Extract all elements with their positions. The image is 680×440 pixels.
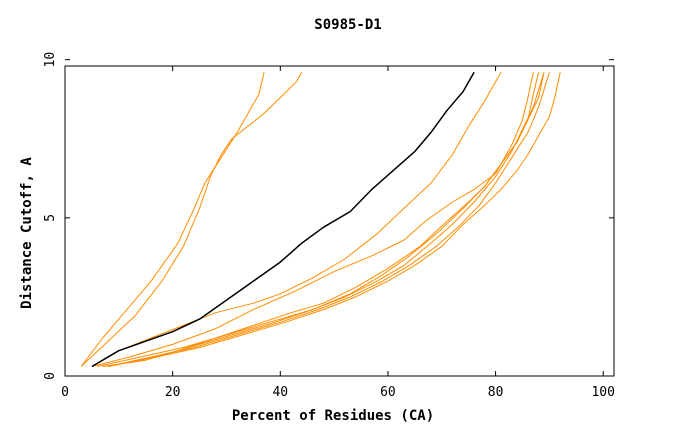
series-line-model-h: [108, 72, 561, 367]
x-tick-label-0: 0: [61, 385, 69, 400]
series-line-model-i: [108, 72, 545, 367]
series-line-model-c: [91, 72, 502, 367]
x-tick-label-40: 40: [272, 385, 288, 400]
series-line-model-f: [102, 72, 545, 367]
series-line-model-d: [91, 72, 534, 367]
series-line-model-g: [107, 72, 550, 367]
series-line-target-model: [91, 71, 475, 368]
series-group: [80, 71, 561, 368]
x-tick-label-60: 60: [380, 385, 396, 400]
series-line-model-a: [80, 72, 265, 367]
x-tick-label-80: 80: [488, 385, 504, 400]
y-tick-label-10: 10: [43, 52, 58, 68]
x-tick-label-100: 100: [591, 385, 614, 400]
series-line-model-e: [97, 72, 540, 367]
plot-frame: [64, 65, 615, 377]
y-tick-label-0: 0: [43, 372, 58, 380]
y-axis-label: Distance Cutoff, A: [19, 157, 35, 309]
x-axis-label: Percent of Residues (CA): [232, 408, 434, 424]
series-line-model-b: [80, 72, 303, 367]
chart-title: S0985-D1: [314, 17, 381, 33]
x-tick-label-20: 20: [165, 385, 181, 400]
y-tick-label-5: 5: [43, 214, 58, 222]
